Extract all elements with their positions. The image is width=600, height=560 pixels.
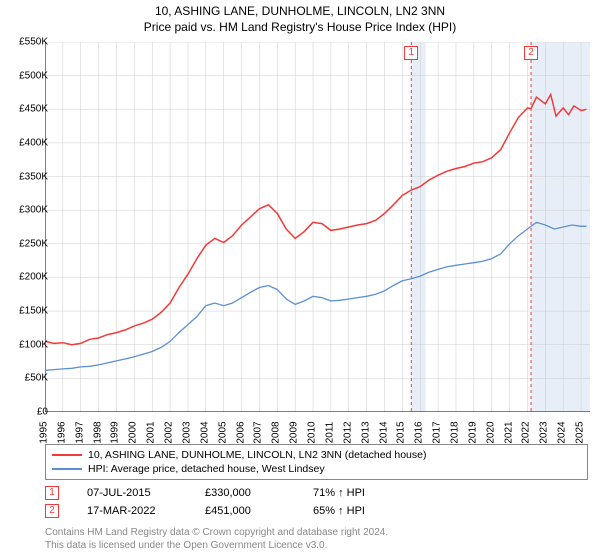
x-tick-label: 2006 [235,421,246,443]
y-tick-label: £400K [19,137,48,148]
event-marker: 2 [524,46,538,60]
x-tick-label: 2001 [146,421,157,443]
x-tick-label: 2004 [199,421,210,443]
chart-area [45,42,590,412]
sales-marker-2: 2 [45,504,59,518]
title-block: 10, ASHING LANE, DUNHOLME, LINCOLN, LN2 … [0,0,600,34]
x-tick-label: 2017 [432,421,443,443]
chart-container: 10, ASHING LANE, DUNHOLME, LINCOLN, LN2 … [0,0,600,560]
x-tick-label: 2005 [217,421,228,443]
footer: Contains HM Land Registry data © Crown c… [45,526,388,552]
sales-pct-1: 71% ↑ HPI [313,487,365,499]
y-tick-label: £50K [25,373,48,384]
legend-box: 10, ASHING LANE, DUNHOLME, LINCOLN, LN2 … [45,444,588,480]
x-tick-label: 2002 [164,421,175,443]
x-tick-label: 2024 [557,421,568,443]
x-tick-label: 2021 [503,421,514,443]
x-tick-label: 2020 [485,421,496,443]
title-main: 10, ASHING LANE, DUNHOLME, LINCOLN, LN2 … [0,4,600,18]
legend-row-2: HPI: Average price, detached house, West… [52,462,581,476]
y-tick-label: £300K [19,205,48,216]
legend-swatch-1 [52,454,82,456]
footer-line-2: This data is licensed under the Open Gov… [45,539,388,552]
y-tick-label: £350K [19,171,48,182]
x-tick-label: 2023 [539,421,550,443]
sales-date-2: 17-MAR-2022 [87,505,177,517]
x-tick-label: 2013 [360,421,371,443]
y-tick-label: £450K [19,104,48,115]
y-tick-label: £150K [19,306,48,317]
sales-pct-2: 65% ↑ HPI [313,505,365,517]
x-tick-label: 2003 [182,421,193,443]
legend-label-1: 10, ASHING LANE, DUNHOLME, LINCOLN, LN2 … [88,449,426,461]
x-tick-label: 2014 [378,421,389,443]
y-tick-label: £100K [19,339,48,350]
y-tick-label: £0 [37,407,48,418]
sales-date-1: 07-JUL-2015 [87,487,177,499]
x-tick-label: 2022 [521,421,532,443]
y-tick-label: £550K [19,37,48,48]
x-tick-label: 2025 [575,421,586,443]
sales-table: 1 07-JUL-2015 £330,000 71% ↑ HPI 2 17-MA… [45,484,365,520]
x-tick-label: 2010 [307,421,318,443]
sales-row-2: 2 17-MAR-2022 £451,000 65% ↑ HPI [45,502,365,520]
sales-price-1: £330,000 [205,487,285,499]
x-tick-label: 2018 [450,421,461,443]
x-tick-label: 2000 [128,421,139,443]
x-tick-label: 1998 [92,421,103,443]
x-tick-label: 1996 [56,421,67,443]
plot-svg [45,42,590,412]
x-tick-label: 1997 [74,421,85,443]
legend-label-2: HPI: Average price, detached house, West… [88,463,325,475]
sales-marker-1: 1 [45,486,59,500]
footer-line-1: Contains HM Land Registry data © Crown c… [45,526,388,539]
x-tick-label: 2019 [467,421,478,443]
y-tick-label: £500K [19,70,48,81]
sales-row-1: 1 07-JUL-2015 £330,000 71% ↑ HPI [45,484,365,502]
legend-swatch-2 [52,468,82,470]
x-tick-label: 2016 [414,421,425,443]
x-tick-label: 2012 [342,421,353,443]
event-marker: 1 [404,46,418,60]
legend-row-1: 10, ASHING LANE, DUNHOLME, LINCOLN, LN2 … [52,448,581,462]
y-tick-label: £200K [19,272,48,283]
x-tick-label: 2008 [271,421,282,443]
x-tick-label: 2009 [289,421,300,443]
sales-price-2: £451,000 [205,505,285,517]
x-tick-label: 2011 [324,422,335,444]
x-tick-label: 1995 [39,421,50,443]
x-tick-label: 2007 [253,421,264,443]
title-sub: Price paid vs. HM Land Registry's House … [0,20,600,34]
x-tick-label: 2015 [396,421,407,443]
x-tick-label: 1999 [110,421,121,443]
y-tick-label: £250K [19,238,48,249]
